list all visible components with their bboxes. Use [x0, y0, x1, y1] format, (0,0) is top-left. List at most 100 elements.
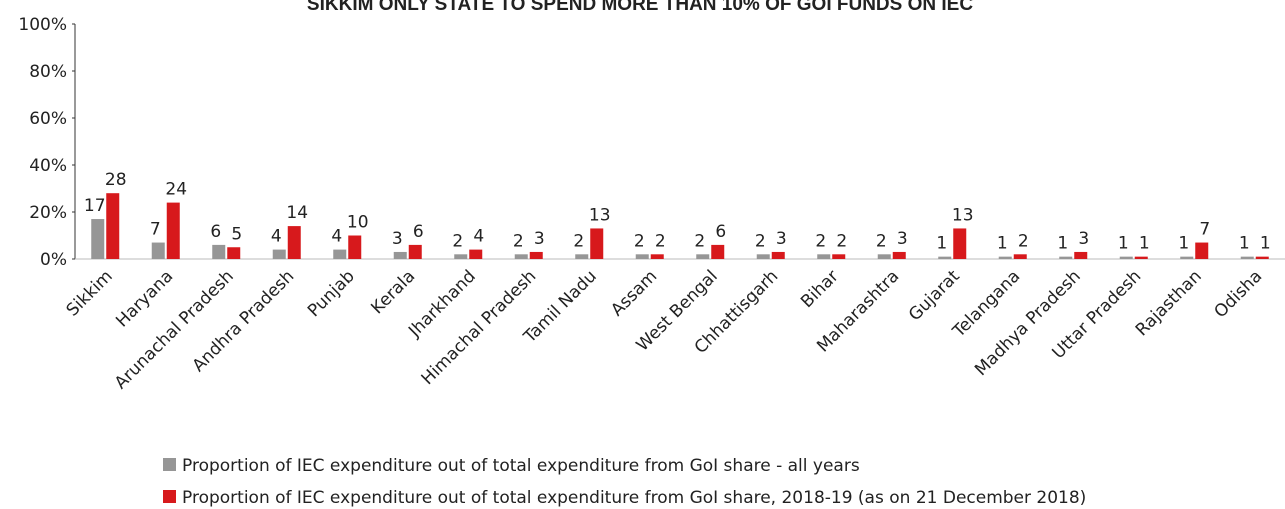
data-label: 2 [836, 231, 847, 251]
x-tick-label: Madhya Pradesh [971, 266, 1085, 380]
data-label: 2 [1018, 231, 1029, 251]
data-label: 5 [231, 224, 242, 244]
data-label: 7 [150, 220, 161, 240]
bar [333, 249, 347, 259]
bar [166, 202, 180, 259]
y-tick-label: 0% [40, 250, 67, 270]
bar [348, 235, 362, 259]
legend-swatch [163, 458, 176, 471]
data-label: 28 [105, 170, 127, 190]
x-tick-label: Bihar [797, 266, 843, 312]
bar [650, 254, 664, 259]
data-label: 2 [573, 231, 584, 251]
chart-title: SIKKIM ONLY STATE TO SPEND MORE THAN 10%… [307, 0, 973, 15]
bar [227, 247, 241, 259]
data-label: 1 [1057, 234, 1068, 254]
bar [1180, 256, 1194, 259]
data-label: 1 [1260, 234, 1271, 254]
x-tick-label: Arunachal Pradesh [111, 266, 238, 393]
data-label: 2 [755, 231, 766, 251]
data-label: 3 [392, 229, 403, 249]
bar [212, 244, 226, 259]
bar [272, 249, 286, 259]
bar [1255, 256, 1269, 259]
bar [953, 228, 967, 259]
data-label: 10 [347, 213, 369, 233]
data-label: 13 [952, 205, 974, 225]
bar [771, 251, 785, 259]
bar [938, 256, 952, 259]
data-label: 6 [715, 222, 726, 242]
x-tick-label: Andhra Pradesh [189, 266, 299, 376]
bar [575, 254, 589, 259]
data-label: 4 [331, 227, 342, 247]
data-label: 24 [165, 180, 187, 200]
data-label: 2 [634, 231, 645, 251]
data-label: 17 [84, 196, 106, 216]
bar [590, 228, 604, 259]
data-label: 6 [210, 222, 221, 242]
x-tick-label: Rajasthan [1132, 266, 1206, 340]
x-tick-label: Gujarat [905, 266, 964, 325]
data-label: 2 [513, 231, 524, 251]
y-tick-label: 40% [29, 156, 67, 176]
bar [756, 254, 770, 259]
y-tick-label: 100% [18, 15, 67, 35]
data-label: 4 [271, 227, 282, 247]
y-tick-label: 60% [29, 109, 67, 129]
bar [832, 254, 846, 259]
x-tick-label: Punjab [304, 266, 359, 321]
bar [106, 193, 120, 259]
bar [454, 254, 468, 259]
bar [711, 244, 725, 259]
bar [1195, 242, 1209, 259]
data-label: 2 [815, 231, 826, 251]
bar [469, 249, 483, 259]
bar [696, 254, 710, 259]
y-tick-label: 20% [29, 203, 67, 223]
bar [998, 256, 1012, 259]
bar [892, 251, 906, 259]
data-label: 1 [1178, 234, 1189, 254]
data-label: 1 [1239, 234, 1250, 254]
data-label: 1 [936, 234, 947, 254]
bar [1119, 256, 1133, 259]
data-label: 1 [997, 234, 1008, 254]
bar [635, 254, 649, 259]
y-tick-label: 80% [29, 62, 67, 82]
bar [1134, 256, 1148, 259]
data-label: 13 [589, 205, 611, 225]
data-label: 1 [1139, 234, 1150, 254]
x-tick-label: Himachal Pradesh [418, 266, 541, 389]
data-label: 3 [776, 229, 787, 249]
legend-label: Proportion of IEC expenditure out of tot… [182, 456, 860, 476]
bar [817, 254, 831, 259]
data-label: 2 [452, 231, 463, 251]
bar [1059, 256, 1073, 259]
bar [91, 219, 105, 259]
bar [877, 254, 891, 259]
bar [529, 251, 543, 259]
data-label: 3 [534, 229, 545, 249]
bar [1074, 251, 1088, 259]
x-tick-label: Assam [607, 266, 661, 320]
data-label: 14 [286, 203, 308, 223]
data-label: 2 [655, 231, 666, 251]
bar [408, 244, 422, 259]
data-label: 2 [876, 231, 887, 251]
legend-swatch [163, 490, 176, 503]
bar [514, 254, 528, 259]
data-label: 2 [694, 231, 705, 251]
data-label: 4 [473, 227, 484, 247]
data-label: 3 [1078, 229, 1089, 249]
data-label: 1 [1118, 234, 1129, 254]
legend-label: Proportion of IEC expenditure out of tot… [182, 488, 1086, 508]
data-label: 3 [897, 229, 908, 249]
bar [151, 242, 165, 259]
x-tick-label: Sikkim [63, 266, 117, 320]
bar [287, 226, 301, 259]
bar [393, 251, 407, 259]
x-tick-label: Kerala [367, 266, 419, 318]
bar [1013, 254, 1027, 259]
